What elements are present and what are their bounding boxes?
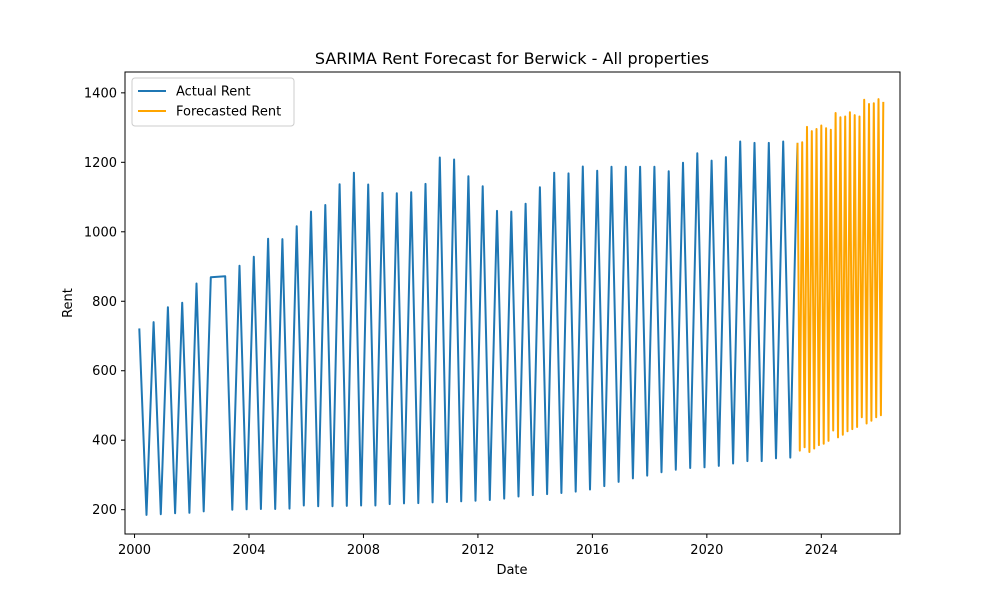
- actual-rent-line: [138, 140, 799, 516]
- y-tick-label: 200: [92, 503, 117, 518]
- y-tick-label: 1000: [84, 225, 117, 240]
- x-tick-label: 2020: [690, 543, 723, 558]
- plot-area: [138, 98, 885, 516]
- x-tick-label: 2024: [805, 543, 838, 558]
- x-tick-label: 2012: [461, 543, 494, 558]
- y-tick-label: 1200: [84, 156, 117, 171]
- legend-label: Forecasted Rent: [176, 105, 281, 120]
- y-tick-label: 400: [92, 434, 117, 449]
- forecasted-rent-line: [796, 98, 885, 453]
- legend-label: Actual Rent: [176, 85, 251, 100]
- x-axis-title: Date: [496, 563, 527, 578]
- y-tick-label: 800: [92, 295, 117, 310]
- plot-frame: [124, 71, 901, 535]
- x-tick-label: 2016: [576, 543, 609, 558]
- y-axis: 200 400 600 800 1000 1200 1400: [84, 86, 125, 518]
- x-axis: 2000 2004 2008 2012 2016 2020 2024: [118, 534, 838, 558]
- x-tick-label: 2000: [118, 543, 151, 558]
- chart-title: SARIMA Rent Forecast for Berwick - All p…: [315, 49, 709, 68]
- y-tick-label: 600: [92, 364, 117, 379]
- legend-box: [131, 77, 295, 127]
- y-tick-label: 1400: [84, 86, 117, 101]
- x-tick-label: 2004: [232, 543, 265, 558]
- legend: Actual Rent Forecasted Rent: [131, 77, 295, 127]
- y-axis-title: Rent: [61, 288, 76, 318]
- x-tick-label: 2008: [347, 543, 380, 558]
